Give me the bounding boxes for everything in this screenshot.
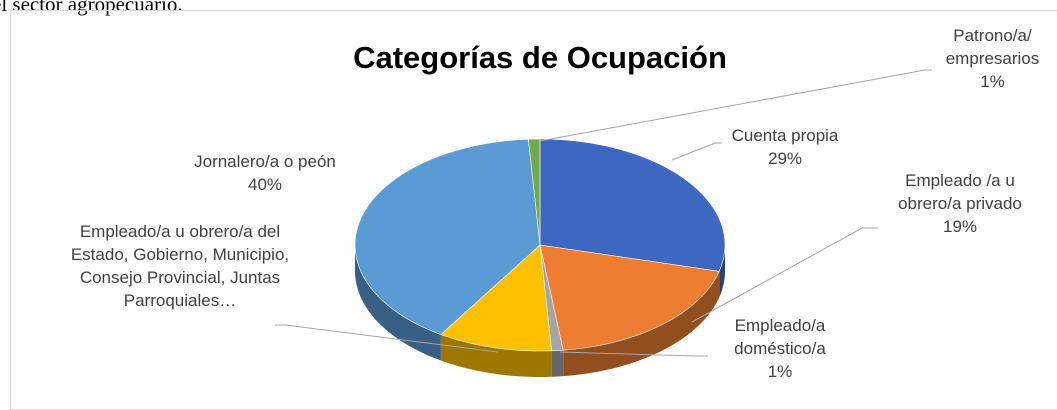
value-label: 19% bbox=[942, 217, 978, 236]
sides bbox=[355, 245, 725, 377]
data-label: Patrono/a/ empresarios 1% bbox=[925, 24, 1057, 93]
slice bbox=[354, 138, 541, 335]
value-label: 29% bbox=[767, 149, 803, 168]
slice bbox=[528, 138, 541, 246]
value-label: 1% bbox=[767, 362, 793, 381]
leader-line bbox=[671, 142, 722, 161]
category-label: Patrono/a/ empresarios bbox=[945, 26, 1040, 68]
document-text: el sector agropecuario. bbox=[0, 0, 183, 16]
chart-title: Categorías de Ocupación bbox=[353, 40, 727, 75]
category-label: Cuenta propia bbox=[731, 126, 839, 145]
category-label: Jornalero/a o peón bbox=[194, 152, 336, 171]
category-label: Empleado /a u obrero/a privado bbox=[898, 171, 1022, 213]
chart: Categorías de Ocupación bbox=[275, 40, 932, 377]
slice-side bbox=[551, 350, 564, 377]
leader-line bbox=[275, 324, 499, 353]
data-label: Empleado /a u obrero/a privado 19% bbox=[880, 169, 1040, 238]
slice-side bbox=[719, 245, 725, 298]
data-label: Empleado/a u obrero/a del Estado, Gobier… bbox=[70, 220, 290, 312]
category-label: Empleado/a u obrero/a del Estado, Gobier… bbox=[70, 222, 290, 310]
category-label: Empleado/a doméstico/a bbox=[734, 316, 826, 358]
slice-side bbox=[440, 334, 552, 377]
data-label: Cuenta propia 29% bbox=[700, 124, 870, 170]
value-label: 1% bbox=[980, 72, 1005, 91]
slice bbox=[440, 244, 552, 352]
value-label: 40% bbox=[247, 175, 283, 194]
leader-line bbox=[691, 227, 878, 323]
slice bbox=[539, 138, 726, 272]
leader-line bbox=[539, 69, 932, 142]
data-label: Empleado/a doméstico/a 1% bbox=[700, 314, 860, 383]
leader-line bbox=[559, 351, 708, 357]
tops bbox=[354, 138, 726, 352]
slice-side bbox=[563, 271, 720, 377]
slice-side bbox=[355, 245, 441, 361]
slice bbox=[539, 244, 720, 351]
data-label: Jornalero/a o peón 40% bbox=[160, 150, 370, 196]
